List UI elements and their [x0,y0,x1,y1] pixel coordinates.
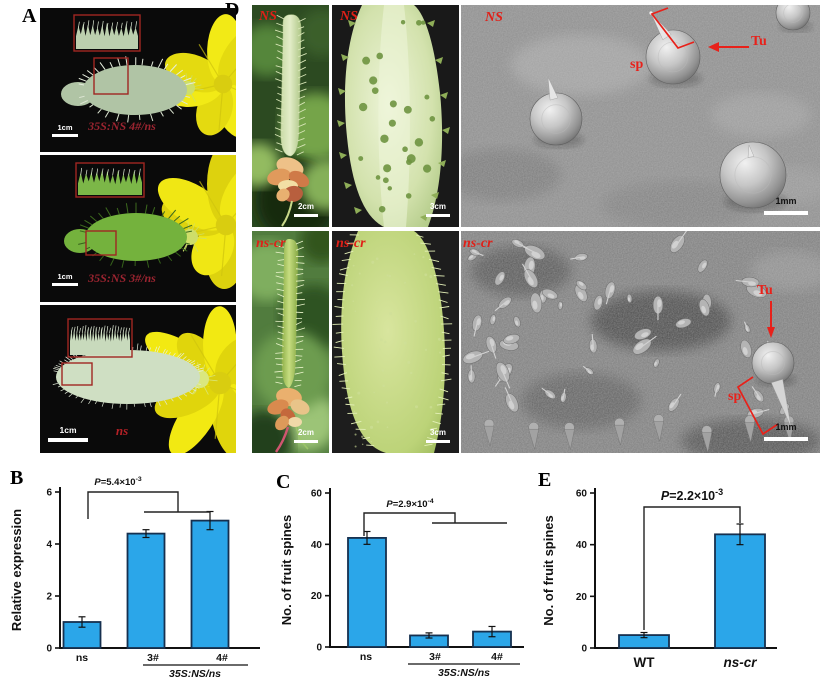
significance-bracket [87,491,179,519]
y-axis-label: No. of fruit spines [279,515,294,626]
scale-bar-label: 1cm [57,123,73,132]
y-tick-label: 0 [581,644,587,655]
group-label: 35S:NS/ns [438,667,490,679]
scale-bar [426,440,450,443]
photo-nscr-sem-svg [461,231,820,453]
p-value-label: P=5.4×10-3 [94,476,141,488]
panel-d-ns-label-1: NS [259,9,277,24]
sem-tubercle-annotation: Tu [751,34,767,49]
panel-a1-genotype-label: 35S:NS 4#/ns [88,119,156,133]
y-axis-label: No. of fruit spines [541,515,556,626]
panel-letter-c: C [276,471,291,493]
photo-nscr-fruit-svg [252,231,329,453]
photo-nscr-closeup-svg [332,231,459,453]
panel-letter-b: B [10,467,24,489]
y-tick-label: 20 [311,591,323,602]
y-tick-label: 4 [46,540,52,551]
x-category-label: 4# [491,651,503,663]
y-tick-label: 6 [46,488,52,499]
sem-spine-annotation: sp [728,389,742,404]
photo-ns-closeup-svg [332,5,459,227]
y-tick-label: 60 [576,489,588,500]
photo-ns-sem-svg [461,5,820,227]
panel-d-photo-nscr-closeup [332,231,459,453]
x-category-label: 4# [216,652,228,664]
panel-a2-genotype-label: 35S:NS 3#/ns [88,271,156,285]
panel-d-photo-nscr-fruit [252,231,329,453]
x-category-label: 3# [429,651,441,663]
panel-letter-e: E [538,469,552,491]
scale-bar [48,438,88,442]
x-category-label: ns [360,651,372,663]
bar-4# [190,519,230,649]
panel-d-ns-label-3: NS [485,10,503,25]
group-label: 35S:NS/ns [169,668,221,680]
bar-3# [126,532,166,649]
photo-ns-svg [40,305,236,453]
panel-d-ns-label-2: NS [340,9,358,24]
chart-b-svg: 0 2 4 6 Relative expression P=5.4×10-3 ns 3# 4# 3… [9,476,260,680]
panel-letter-a: A [22,5,37,27]
panel-d-nscr-label-1: ns-cr [256,236,286,251]
y-tick-label: 0 [46,644,52,655]
scale-bar [294,214,318,217]
scale-bar-label: 1mm [775,196,797,206]
scale-bar-label: 1cm [57,272,73,281]
y-tick-label: 60 [311,488,323,499]
x-category-label: 3# [147,652,159,664]
y-tick-label: 40 [576,540,588,551]
significance-bracket [363,512,456,536]
photo-35s-ns-3-svg [40,155,236,302]
y-tick-label: 40 [311,540,323,551]
scale-bar [764,437,808,441]
photo-35s-ns-4-svg [40,8,236,152]
chart-relative-expression: 0 2 4 6 Relative expression P=5.4×10-3 ns 3# 4# 3… [8,462,272,685]
bar-ns-cr [714,533,766,649]
photo-ns-fruit-svg [252,5,329,227]
scale-bar-label: 3cm [429,428,446,437]
panel-a-photo-35s-ns-4 [40,8,236,152]
x-category-label: WT [634,655,656,670]
scale-bar [294,440,318,443]
scale-bar [764,211,808,215]
sem-spine-annotation: sp [630,57,644,72]
significance-bracket [643,506,741,630]
p-value-label: P=2.9×10-4 [386,498,433,510]
panel-d-photo-ns-fruit [252,5,329,227]
panel-d-photo-ns-sem [461,5,820,227]
chart-c-svg: 0 20 40 60 No. of fruit spines P=2.9×10-4 ns 3#… [279,487,524,679]
bar-ns [347,537,387,648]
x-category-label: ns-cr [723,655,757,670]
panel-a3-genotype-label: ns [115,423,129,438]
scale-bar-label: 1mm [775,422,797,432]
p-value-label: P=2.2×10-3 [661,487,723,503]
panel-d-photo-nscr-sem [461,231,820,453]
panel-d-nscr-label-2: ns-cr [336,236,366,251]
y-tick-label: 20 [576,592,588,603]
scale-bar [52,283,78,286]
scale-bar-label: 1cm [59,425,77,435]
y-axis-label: Relative expression [9,509,24,631]
scale-bar [52,134,78,137]
chart-fruit-spines-oe: 0 20 40 60 No. of fruit spines P=2.9×10-4 ns 3#… [278,462,542,685]
x-category-label: ns [76,652,88,664]
scale-bar [426,214,450,217]
scale-bar-label: 2cm [297,428,314,437]
panel-a-photo-ns [40,305,236,453]
y-tick-label: 2 [46,592,52,603]
chart-e-svg: 0 20 40 60 No. of fruit spines P=2.2×10-3 WT ns… [541,487,777,670]
scale-bar-label: 2cm [297,202,314,211]
y-tick-label: 0 [316,643,322,654]
panel-d-photo-ns-closeup [332,5,459,227]
scale-bar-label: 3cm [429,202,446,211]
panel-d-nscr-label-3: ns-cr [463,236,493,251]
chart-fruit-spines-cr: 0 20 40 60 No. of fruit spines P=2.2×10-3 WT ns… [540,462,827,685]
sem-tubercle-annotation: Tu [757,283,773,298]
panel-a-photo-35s-ns-3 [40,155,236,302]
